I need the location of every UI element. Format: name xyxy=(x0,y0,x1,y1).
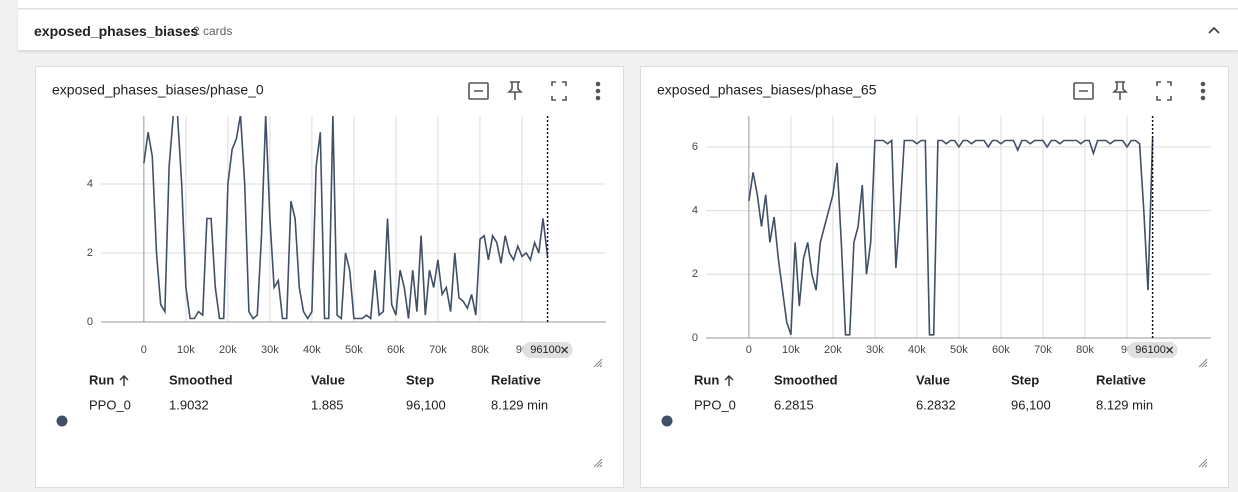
y-tick-label: 0 xyxy=(692,332,698,344)
table-cell: 6.2815 xyxy=(774,397,814,412)
card: exposed_phases_biases/phase_65 0 2 4 6 0 10k 20… xyxy=(640,66,1229,488)
y-tick-label: 2 xyxy=(692,268,698,280)
x-tick-label: 50k xyxy=(950,344,968,356)
series-line xyxy=(143,116,549,321)
resize-handle xyxy=(1198,358,1208,468)
x-tick-label: 60k xyxy=(992,344,1010,356)
table-header: Run xyxy=(694,372,719,387)
y-tick-label: 4 xyxy=(87,178,93,190)
y-tick-label: 6 xyxy=(692,141,698,153)
run-name: PPO_0 xyxy=(89,397,131,412)
group-title: exposed_phases_biases xyxy=(34,23,199,39)
table-cell: 6.2832 xyxy=(916,397,956,412)
cursor-label: 96100 xyxy=(530,344,561,356)
table-header: Relative xyxy=(491,372,541,387)
x-tick-label: 10k xyxy=(782,344,800,356)
group-header[interactable]: exposed_phases_biases 2 cards xyxy=(18,10,1238,51)
table-cell: 8.129 min xyxy=(1096,397,1153,412)
cursor-close[interactable] xyxy=(1166,346,1174,354)
y-tick-label: 2 xyxy=(87,247,93,259)
card-count: 2 cards xyxy=(193,24,233,38)
run-dot xyxy=(661,415,673,427)
run-name: PPO_0 xyxy=(694,397,736,412)
x-tick-label: 80k xyxy=(1076,344,1094,356)
x-tick-label: 30k xyxy=(261,344,279,356)
y-tick-label: 0 xyxy=(87,316,93,328)
x-tick-label: 0 xyxy=(141,344,147,356)
x-tick-label: 40k xyxy=(303,344,321,356)
table-header: Step xyxy=(1011,372,1039,387)
card-icons[interactable] xyxy=(1073,81,1206,101)
cursor-label: 96100 xyxy=(1135,344,1166,356)
run-dot xyxy=(56,415,68,427)
card-title: exposed_phases_biases/phase_0 xyxy=(52,82,264,98)
table-cell: 1.9032 xyxy=(169,397,209,412)
sort-arrow xyxy=(119,375,129,386)
x-tick-label: 10k xyxy=(177,344,195,356)
cursor-badge xyxy=(1127,342,1178,358)
table-cell: 96,100 xyxy=(406,397,446,412)
x-tick-label: 20k xyxy=(219,344,237,356)
x-tick-label: 80k xyxy=(471,344,489,356)
table-cell: 1.885 xyxy=(311,397,344,412)
x-tick-label: 70k xyxy=(1034,344,1052,356)
resize-handle xyxy=(593,358,603,468)
cursor-close[interactable] xyxy=(561,346,569,354)
card-title: exposed_phases_biases/phase_65 xyxy=(657,82,877,98)
card-icons[interactable] xyxy=(468,81,601,101)
card-svg: exposed_phases_biases/phase_65 0 2 4 6 0 10k 20… xyxy=(657,81,1211,468)
x-tick-label: 60k xyxy=(387,344,405,356)
table-cell: 96,100 xyxy=(1011,397,1051,412)
page: exposed_phases_biases 2 cards exposed_ph… xyxy=(18,0,1238,488)
x-tick-label: 0 xyxy=(746,344,752,356)
table-header: Value xyxy=(311,372,345,387)
sort-arrow xyxy=(724,375,734,386)
cursor-badge xyxy=(522,342,573,358)
table-header: Run xyxy=(89,372,114,387)
x-tick-label: 30k xyxy=(866,344,884,356)
series-line xyxy=(748,137,1154,336)
table-header: Smoothed xyxy=(169,372,233,387)
top-strip xyxy=(18,0,1238,9)
collapse-icon[interactable] xyxy=(1206,22,1222,38)
table-header: Relative xyxy=(1096,372,1146,387)
y-tick-label: 4 xyxy=(692,205,698,217)
card-svg: exposed_phases_biases/phase_0 0 2 4 0 10k 20k 3… xyxy=(52,81,606,468)
x-tick-label: 20k xyxy=(824,344,842,356)
table-cell: 8.129 min xyxy=(491,397,548,412)
x-tick-label: 40k xyxy=(908,344,926,356)
table-header: Value xyxy=(916,372,950,387)
x-tick-label: 50k xyxy=(345,344,363,356)
x-tick-label: 70k xyxy=(429,344,447,356)
table-header: Step xyxy=(406,372,434,387)
table-header: Smoothed xyxy=(774,372,838,387)
card: exposed_phases_biases/phase_0 0 2 4 0 10k 20k 3… xyxy=(35,66,624,488)
